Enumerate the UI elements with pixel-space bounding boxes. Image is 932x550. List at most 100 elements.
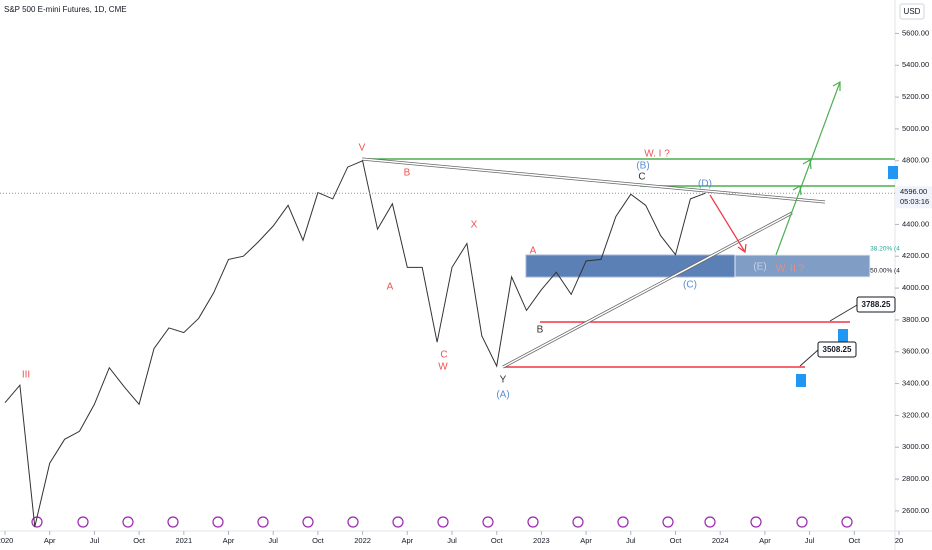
callout-line (829, 304, 858, 322)
event-icon (482, 516, 494, 528)
level-label: 3508.25 (823, 345, 852, 354)
x-tick-label: 2023 (533, 536, 550, 545)
event-icon (257, 516, 269, 528)
x-tick-label: 20 (895, 536, 903, 545)
y-tick-label: 2600.00 (902, 506, 929, 515)
wave-label: W. II ? (776, 264, 805, 275)
x-tick-label: Apr (580, 536, 592, 545)
x-tick-label: Jul (268, 536, 278, 545)
x-tick-label: Apr (223, 536, 235, 545)
event-icon (704, 516, 716, 528)
level-box (817, 341, 857, 358)
y-tick-label: 3200.00 (902, 410, 929, 419)
x-tick-label: 2024 (712, 536, 729, 545)
x-tick-label: Oct (312, 536, 325, 545)
x-tick-label: Jul (626, 536, 636, 545)
event-icon (617, 516, 629, 528)
event-icon (527, 516, 539, 528)
event-icon (77, 516, 89, 528)
event-icon (302, 516, 314, 528)
y-tick-label: 4000.00 (902, 283, 929, 292)
wave-label: (B) (636, 161, 649, 172)
wave-label: III (22, 370, 30, 381)
currency: USD (904, 7, 921, 16)
trend-line (502, 212, 793, 368)
arrow-icon (796, 374, 806, 387)
x-tick-label: Oct (491, 536, 504, 545)
callout-line (799, 349, 819, 367)
x-tick-label: Apr (44, 536, 56, 545)
wave-label: V (359, 143, 366, 154)
x-tick-label: 2021 (175, 536, 192, 545)
y-tick-label: 4200.00 (902, 251, 929, 260)
y-tick-label: 2800.00 (902, 474, 929, 483)
x-tick-label: Jul (90, 536, 100, 545)
wave-label: A (530, 246, 537, 257)
event-icon (572, 516, 584, 528)
event-icon (841, 516, 853, 528)
y-tick-label: 3600.00 (902, 347, 929, 356)
drawings (361, 80, 898, 387)
event-icon (796, 516, 808, 528)
green-arrow (792, 185, 802, 196)
y-tick-label: 3000.00 (902, 442, 929, 451)
last-price-label: 4596.00 (900, 187, 927, 196)
wave-label: W. I ? (644, 149, 670, 160)
x-tick-label: Apr (401, 536, 413, 545)
currency-box (899, 3, 925, 20)
x-tick-label: Oct (848, 536, 861, 545)
y-tick-label: 5400.00 (902, 60, 929, 69)
event-icon (392, 516, 404, 528)
wave-label: B (404, 168, 411, 179)
y-tick-label: 5000.00 (902, 124, 929, 133)
x-tick-label: Oct (133, 536, 146, 545)
red-arrow (737, 243, 747, 254)
x-tick-label: Oct (670, 536, 683, 545)
wave-label: Y (500, 375, 507, 386)
x-tick-label: Apr (759, 536, 771, 545)
arrow-icon (838, 329, 848, 342)
green-arrow (775, 81, 841, 256)
y-tick-label: 4400.00 (902, 219, 929, 228)
y-tick-label: 3800.00 (902, 315, 929, 324)
wave-label: (D) (698, 179, 712, 190)
wave-label: 50.00% (4 (870, 268, 900, 275)
y-tick-label: 5200.00 (902, 92, 929, 101)
event-icon (122, 516, 134, 528)
level-label: 3788.25 (862, 300, 891, 309)
wave-label: (A) (496, 390, 509, 401)
last-price-box (896, 186, 932, 209)
chart-title: S&P 500 E-mini Futures, 1D, CME (4, 5, 127, 14)
level-box (856, 296, 896, 313)
x-tick-label: 2022 (354, 536, 371, 545)
wave-label: W (438, 362, 448, 373)
x-tick-label: Jul (805, 536, 815, 545)
x-tick-label: Jul (447, 536, 457, 545)
event-icon (212, 516, 224, 528)
red-arrow (709, 194, 746, 253)
arrow-icon (888, 166, 898, 179)
event-icon (662, 516, 674, 528)
wave-label: (C) (683, 280, 697, 291)
price-line (4, 160, 706, 527)
event-icon (750, 516, 762, 528)
green-arrow (832, 80, 841, 91)
wave-label: (E) (753, 262, 766, 273)
countdown: 05:03:16 (900, 197, 929, 206)
trend-line (361, 158, 826, 203)
y-tick-label: 5600.00 (902, 28, 929, 37)
wave-label: C (440, 350, 447, 361)
x-tick-label: 2020 (0, 536, 13, 545)
zone (734, 254, 871, 278)
green-arrow (802, 159, 812, 170)
wave-label: C (638, 172, 645, 183)
y-tick-label: 4800.00 (902, 156, 929, 165)
y-tick-label: 3400.00 (902, 379, 929, 388)
event-icon (437, 516, 449, 528)
wave-label: B (537, 325, 544, 336)
event-icon (167, 516, 179, 528)
wave-label: 38.20% (4 (870, 246, 900, 253)
wave-label: X (471, 220, 478, 231)
event-icon (347, 516, 359, 528)
